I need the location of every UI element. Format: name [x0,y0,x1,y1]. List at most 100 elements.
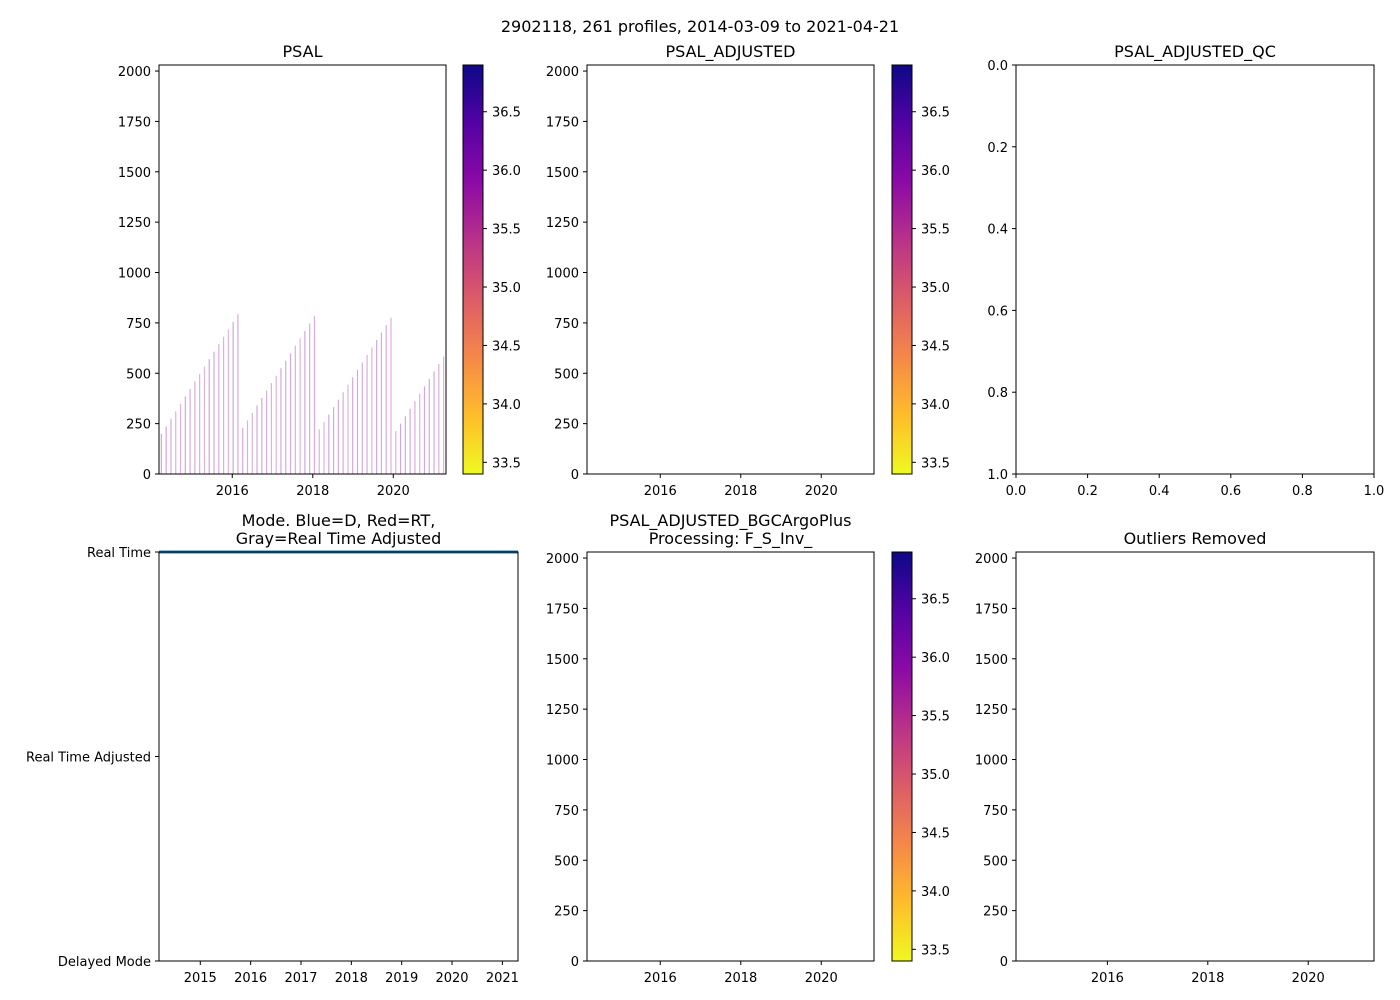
y-tick-label: 1750 [118,115,151,130]
x-tick-label: 2016 [1091,971,1124,986]
colorbar-tick-label: 36.0 [921,651,950,666]
subplot-title-line: PSAL_ADJUSTED_BGCArgoPlus [609,511,851,531]
y-tick-label: 1250 [546,703,579,718]
x-tick-label: 2020 [377,484,410,499]
colorbar [462,64,484,475]
axes-frame [586,551,875,962]
y-tick-label: 1000 [118,267,151,282]
y-tick-label: 2000 [546,65,579,80]
x-tick-label: 2020 [805,484,838,499]
y-tick-label: Real Time [87,546,151,561]
y-tick-label: 750 [126,317,151,332]
y-tick-label: 1.0 [987,468,1008,483]
x-tick-label: 2017 [284,971,317,986]
y-tick-label: 250 [983,905,1008,920]
y-tick-label: 500 [983,854,1008,869]
colorbar-tick-label: 34.0 [921,398,950,413]
y-tick-label: 1000 [546,754,579,769]
y-tick-label: Delayed Mode [58,955,151,970]
x-tick-label: 2016 [644,484,677,499]
x-tick-label: 2020 [805,971,838,986]
subplot-psal_adjusted_qc: PSAL_ADJUSTED_QC0.0 0.2 0.4 0.6 0.8 1.00.00.2… [987,42,1384,499]
colorbar-tick-label: 36.5 [921,106,950,121]
y-tick-label: 2000 [975,552,1008,567]
y-tick-label: 500 [554,854,579,869]
y-tick-label: 0.4 [987,223,1008,238]
colorbar-tick-label: 34.5 [921,826,950,841]
subplot-mode: Mode. Blue=D, Red=RT,Gray=Real Time Adju… [26,511,519,986]
x-tick-label: 0.4 [1149,484,1170,499]
y-tick-label: 1250 [546,216,579,231]
axes-frame [158,64,447,475]
colorbar-tick-label: 36.5 [492,106,521,121]
y-tick-label: 1000 [975,754,1008,769]
subplot-title: PSAL_ADJUSTED [665,42,795,62]
x-tick-label: 2018 [724,971,757,986]
axes-frame [1015,64,1375,475]
y-tick-label: 0.6 [987,304,1008,319]
y-tick-label: 0.0 [987,59,1008,74]
y-tick-label: 1750 [546,602,579,617]
y-tick-label: 250 [554,905,579,920]
x-tick-label: 2020 [435,971,468,986]
colorbar-tick-label: 35.5 [921,223,950,238]
axes-frame [586,64,875,475]
subplot-title-line: Processing: F_S_Inv_ [649,529,814,549]
colorbar-tick-label: 36.0 [492,164,521,179]
y-tick-label: 750 [554,804,579,819]
subplot-psal_adjusted: PSAL_ADJUSTED 2016 2018 2020 0 250 500 750 1000 1… [546,42,950,499]
y-tick-label: 2000 [546,552,579,567]
colorbar-tick-label: 36.5 [921,593,950,608]
y-tick-label: 2000 [118,65,151,80]
x-tick-label: 2016 [216,484,249,499]
y-tick-label: Real Time Adjusted [26,751,151,766]
subplot-title: PSAL_ADJUSTED_QC [1114,42,1276,62]
x-tick-label: 2021 [486,971,519,986]
subplot-outliers: Outliers Removed 2016 2018 2020 0 250 500 750 10… [975,529,1375,986]
x-tick-label: 1.0 [1364,484,1385,499]
y-tick-label: 250 [126,418,151,433]
subplot-psal: PSAL 2016 2018 2020 0 250 500 750 1000 1250 1500 17… [118,42,521,499]
subplot-title: Outliers Removed [1124,529,1267,548]
y-tick-label: 750 [983,804,1008,819]
x-tick-label: 2016 [234,971,267,986]
axes-frame [158,551,519,962]
colorbar-tick-label: 34.5 [492,339,521,354]
y-tick-label: 0 [1000,955,1008,970]
y-tick-label: 0 [571,468,579,483]
y-tick-label: 0 [571,955,579,970]
subplot-title-line: Mode. Blue=D, Red=RT, [242,511,436,530]
y-tick-label: 0.8 [987,386,1008,401]
y-tick-label: 500 [126,367,151,382]
y-tick-label: 1000 [546,267,579,282]
colorbar-tick-label: 33.5 [921,943,950,958]
colorbar-tick-label: 33.5 [921,456,950,471]
x-tick-label: 2020 [1292,971,1325,986]
subplot-title-line: Gray=Real Time Adjusted [236,529,442,548]
x-tick-label: 2018 [335,971,368,986]
subplot-title: PSAL [283,42,323,61]
colorbar-tick-label: 35.0 [921,281,950,296]
y-tick-label: 1500 [975,653,1008,668]
axes-frame [1015,551,1375,962]
x-tick-label: 2018 [724,484,757,499]
x-tick-label: 0.8 [1292,484,1313,499]
x-tick-label: 2018 [1191,971,1224,986]
x-tick-label: 2015 [184,971,217,986]
x-tick-label: 0.2 [1077,484,1098,499]
x-tick-label: 0.0 [1006,484,1027,499]
y-tick-label: 750 [554,317,579,332]
x-tick-label: 0.6 [1220,484,1241,499]
figure-suptitle: 2902118, 261 profiles, 2014-03-09 to 202… [501,17,899,36]
y-tick-label: 1500 [118,166,151,181]
colorbar-tick-label: 36.0 [921,164,950,179]
x-tick-label: 2018 [296,484,329,499]
y-tick-label: 0.2 [987,141,1008,156]
y-tick-label: 1250 [118,216,151,231]
y-tick-label: 1750 [546,115,579,130]
colorbar-tick-label: 35.5 [492,223,521,238]
colorbar-tick-label: 33.5 [492,456,521,471]
y-tick-label: 1500 [546,166,579,181]
colorbar-tick-label: 35.0 [921,768,950,783]
